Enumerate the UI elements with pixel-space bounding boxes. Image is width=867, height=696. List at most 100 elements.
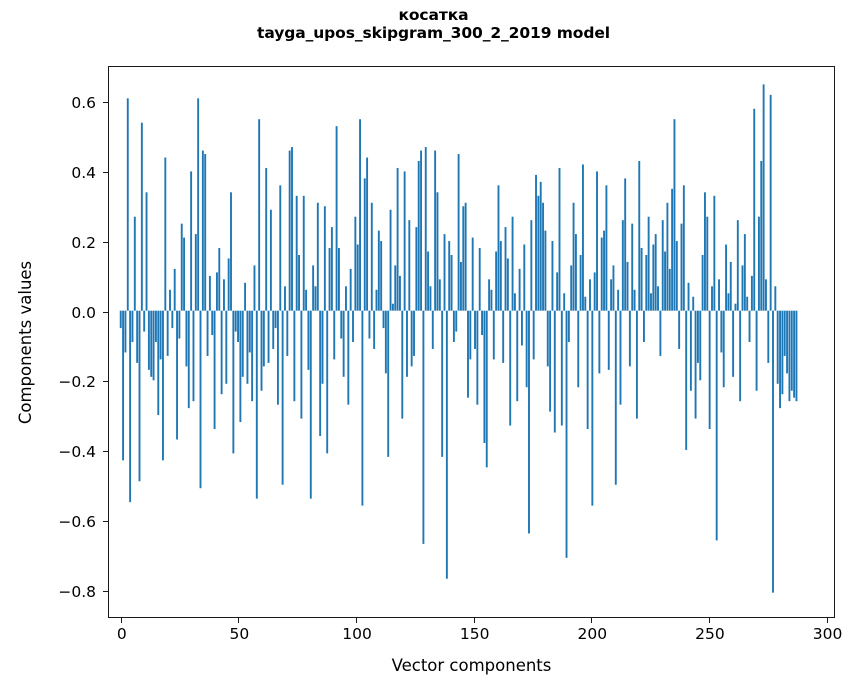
bar: [298, 254, 300, 311]
bar: [157, 310, 160, 416]
bar: [570, 265, 573, 311]
x-tick: 50: [230, 617, 249, 643]
bar: [276, 310, 279, 405]
bar: [159, 310, 162, 360]
bar: [190, 171, 193, 311]
bar: [279, 185, 282, 311]
x-tick-label: 300: [812, 625, 843, 643]
bar: [513, 293, 516, 311]
bar: [389, 209, 392, 311]
bar: [746, 296, 749, 311]
bar: [469, 310, 472, 360]
bar: [753, 108, 756, 311]
bar: [553, 310, 556, 433]
bar: [349, 268, 352, 311]
bar: [506, 258, 509, 311]
bar: [488, 279, 491, 311]
bar: [218, 248, 221, 311]
bar: [762, 84, 765, 311]
bar: [722, 310, 725, 388]
bar: [638, 160, 641, 311]
bar: [671, 188, 674, 311]
bar: [743, 234, 746, 311]
bar: [164, 157, 167, 311]
bar: [455, 310, 458, 332]
bar: [729, 261, 732, 311]
bar: [769, 94, 772, 311]
bar: [492, 310, 495, 360]
bar: [783, 310, 786, 356]
x-tick-label: 0: [116, 625, 127, 643]
x-tick-label: 200: [577, 625, 608, 643]
y-tick: −0.8: [58, 583, 109, 601]
bar: [427, 251, 430, 311]
bar: [631, 223, 634, 311]
bar: [582, 164, 584, 311]
bar: [596, 171, 598, 311]
bar: [281, 310, 284, 485]
bar: [617, 289, 620, 311]
bar: [204, 154, 207, 311]
bar: [438, 279, 441, 311]
bar: [650, 293, 652, 311]
y-tick: 0.0: [71, 304, 109, 322]
bar: [481, 310, 484, 336]
bar: [579, 254, 582, 311]
bar: [208, 275, 211, 311]
bar: [711, 286, 713, 311]
bar: [124, 310, 127, 353]
bar: [659, 310, 662, 356]
bar: [244, 282, 247, 311]
bar: [589, 279, 591, 311]
bar: [591, 310, 594, 506]
bar: [136, 310, 139, 363]
y-tick-label: −0.4: [58, 443, 96, 462]
chart-title: косатка tayga_upos_skipgram_300_2_2019 m…: [0, 6, 867, 43]
chart-title-line-1: косатка: [398, 6, 469, 24]
bar: [366, 157, 369, 311]
bar: [614, 310, 617, 485]
bar: [197, 98, 200, 311]
bar: [154, 310, 157, 342]
bar: [119, 310, 122, 329]
bar: [795, 310, 798, 402]
bar: [359, 119, 361, 311]
bar: [675, 241, 678, 311]
bar: [352, 310, 354, 342]
bar: [612, 265, 615, 311]
bar: [133, 216, 136, 311]
y-tick-label: 0.4: [71, 163, 96, 182]
x-tick-label: 50: [229, 625, 250, 643]
bar: [258, 119, 261, 311]
bar: [265, 167, 268, 311]
x-tick-label: 100: [342, 625, 372, 643]
bar: [598, 310, 601, 374]
bar: [410, 310, 413, 367]
bar: [739, 310, 742, 402]
x-tick: 250: [695, 617, 725, 643]
bar: [293, 310, 296, 402]
bar: [563, 293, 566, 311]
bar: [565, 310, 568, 558]
bar: [603, 230, 606, 311]
bar: [237, 310, 239, 342]
bar: [215, 272, 218, 311]
bar: [765, 279, 767, 311]
bar: [699, 310, 702, 381]
bar: [502, 310, 505, 363]
bar: [485, 310, 488, 468]
bar: [640, 248, 643, 311]
bar: [201, 150, 204, 311]
bar: [302, 195, 305, 311]
bar: [323, 206, 326, 311]
bar: [420, 150, 423, 311]
bar: [274, 310, 277, 329]
bar: [363, 178, 366, 311]
bar: [525, 310, 528, 388]
bar: [725, 244, 728, 311]
bar: [239, 310, 242, 423]
bar: [295, 195, 298, 311]
bar: [708, 310, 711, 430]
bar: [467, 310, 469, 398]
bar: [122, 310, 125, 461]
